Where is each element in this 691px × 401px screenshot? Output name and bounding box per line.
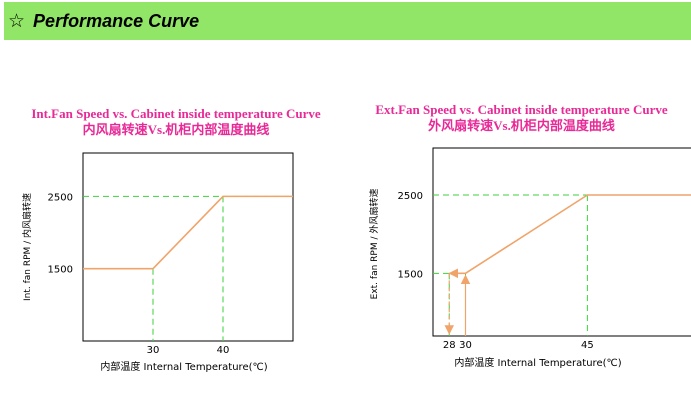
performance-curve-line [83,195,293,270]
chart-subtitle: 外风扇转速Vs.机柜内部温度曲线 [428,118,615,133]
section-title: Performance Curve [33,10,200,31]
chart-plot: 30 40 1500 2500 Int. fan RPM / 内风扇转速 内部温度 I… [21,152,294,373]
x-axis-label: 内部温度 Internal Temperature(℃) [454,356,621,369]
section-header: ☆ Performance Curve [4,2,691,40]
performance-curve-line [449,194,691,275]
chart-subtitle: 内风扇转速Vs.机柜内部温度曲线 [82,122,270,137]
y-tick-label: 1500 [398,269,423,280]
x-tick-label: 30 [147,345,160,356]
chart-title: Ext.Fan Speed vs. Cabinet inside tempera… [375,102,668,117]
int-fan-speed-chart: Int.Fan Speed vs. Cabinet inside tempera… [8,100,344,390]
x-axis-label: 内部温度 Internal Temperature(℃) [100,360,267,373]
star-outline-icon: ☆ [8,10,26,32]
x-tick-label: 28 [443,340,456,351]
x-tick-label: 30 [459,340,472,351]
plot-frame [432,147,691,337]
ext-fan-speed-chart: Ext.Fan Speed vs. Cabinet inside tempera… [352,100,691,390]
y-tick-label: 2500 [398,191,423,202]
y-axis-label: Ext. fan RPM / 外风扇转速 [368,189,380,300]
chart-title: Int.Fan Speed vs. Cabinet inside tempera… [31,106,321,121]
plot-frame [82,152,294,342]
y-tick-label: 1500 [48,265,73,276]
y-tick-label: 2500 [48,192,73,203]
chart-plot: 28 30 45 1500 2500 Ext. fan RPM / 外风扇转速 内部温度… [368,147,691,369]
x-tick-label: 40 [217,345,230,356]
x-tick-label: 45 [581,340,594,351]
y-axis-label: Int. fan RPM / 内风扇转速 [21,193,33,301]
